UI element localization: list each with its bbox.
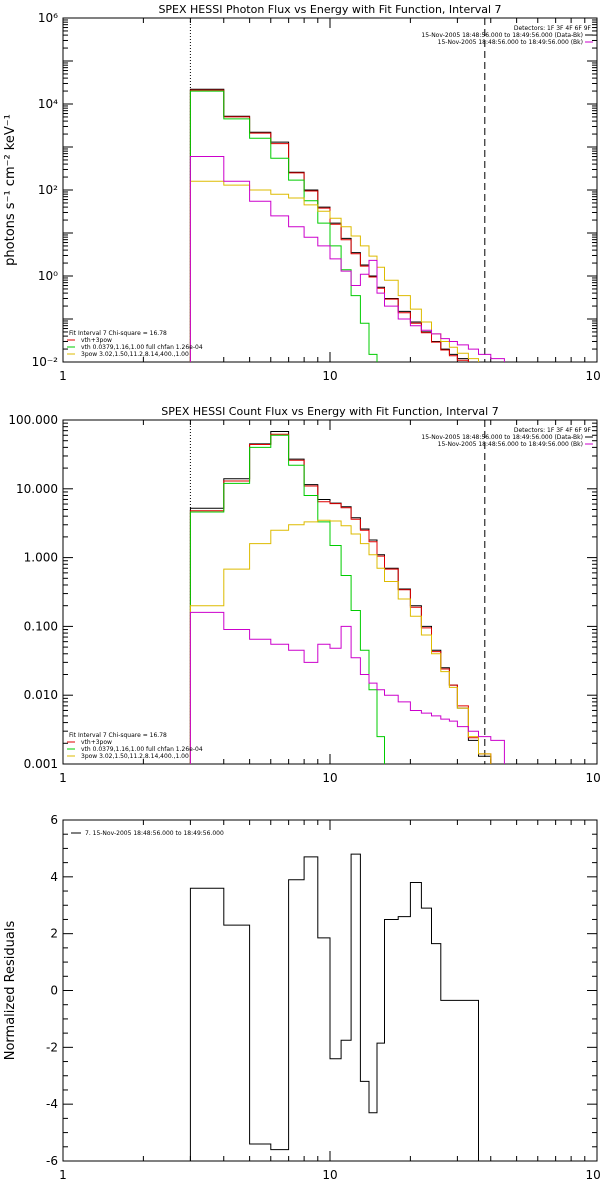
chart-panel-3: 1 10 100 -6 -4 -2 0 2 4 6 Normalized Residuals 7. 1…: [3, 813, 600, 1182]
legend-bottom-text: vth 0.0379,1.16,1.00 full chfan 1.26e-04: [81, 746, 203, 753]
x-axis: 1 10 100: [59, 820, 600, 1182]
x-tick-label: 1: [59, 369, 67, 383]
y-tick-label: 10⁻²: [32, 355, 59, 369]
legend-bottom-text: Fit Interval 7 Chi-square = 16.78: [69, 330, 167, 337]
x-tick-label: 10: [322, 369, 337, 383]
y-tick-label: 10⁶: [38, 11, 58, 25]
series-3pow-line: [189, 519, 492, 764]
x-tick-label: 1: [59, 1168, 67, 1182]
series-group: [189, 853, 479, 1161]
x-tick-label: 100: [586, 369, 600, 383]
y-tick-label: 0.100: [24, 619, 58, 633]
legend-bottom-text: vth 0.0379,1.16,1.00 full chfan 1.26e-04: [81, 344, 203, 351]
series-group: [189, 431, 505, 764]
series-vth-line: [189, 434, 385, 764]
plot-frame: [62, 17, 598, 363]
y-axis-label: Normalized Residuals: [3, 921, 18, 1061]
series-bk-line: [189, 156, 505, 362]
y-axis: 0.001 0.010 0.100 1.000 10.000 100.000: [8, 413, 597, 771]
series-group: [189, 88, 505, 362]
series-vth-line: [189, 90, 378, 362]
legend-residuals: 7. 15-Nov-2005 18:48:56.000 to 18:49:56.…: [71, 830, 224, 837]
legend-top-text: 15-Nov-2005 18:48:56.000 to 18:49:56.000…: [438, 441, 583, 448]
y-tick-label: 100.000: [8, 413, 58, 427]
y-tick-label: -2: [46, 1040, 58, 1054]
legend-bottom-text: vth+3pow: [81, 739, 112, 746]
legend-bottom-text: vth+3pow: [81, 337, 112, 344]
legend-top-text: 15-Nov-2005 18:48:56.000 to 18:49:56.000…: [421, 32, 583, 39]
series-bk-line: [189, 611, 505, 764]
y-axis: -6 -4 -2 0 2 4 6: [46, 813, 597, 1168]
y-tick-label: 0.001: [24, 757, 58, 771]
legend-top-text: 15-Nov-2005 18:48:56.000 to 18:49:56.000…: [438, 39, 583, 46]
y-tick-label: 10⁰: [38, 269, 58, 283]
chart-title: SPEX HESSI Photon Flux vs Energy with Fi…: [158, 3, 501, 16]
x-axis: 1 10 100: [59, 18, 600, 383]
chart-title: SPEX HESSI Count Flux vs Energy with Fit…: [161, 405, 498, 418]
legend-bottom-text: 3pow 3.02,1.50,11.2,8.14,400.,1.00: [81, 351, 189, 358]
series-vth-3pow-line: [189, 433, 492, 764]
x-tick-label: 1: [59, 771, 67, 785]
y-tick-label: -4: [46, 1097, 58, 1111]
series-data-bk-line: [189, 431, 492, 764]
y-tick-label: 0: [50, 984, 58, 998]
x-axis: 1 10 100: [59, 420, 600, 785]
y-tick-label: 4: [50, 870, 58, 884]
y-axis: 10⁻² 10⁰ 10² 10⁴ 10⁶: [32, 11, 597, 369]
y-tick-label: 10²: [38, 183, 58, 197]
legend-bottom: Fit Interval 7 Chi-square = 16.78vth+3po…: [67, 732, 203, 760]
y-tick-label: 10⁴: [38, 97, 58, 111]
chart-panel-2: SPEX HESSI Count Flux vs Energy with Fit…: [8, 405, 600, 785]
series-data-bk-line: [189, 88, 479, 362]
legend-top-text: Detectors: 1F 3F 4F 6F 9F: [514, 427, 592, 434]
series-vth-3pow-line: [189, 89, 469, 362]
chart-panel-1: SPEX HESSI Photon Flux vs Energy with Fi…: [3, 3, 600, 383]
y-tick-label: 0.010: [24, 688, 58, 702]
legend-bottom-text: Fit Interval 7 Chi-square = 16.78: [69, 732, 167, 739]
x-tick-label: 100: [586, 1168, 600, 1182]
x-tick-label: 10: [322, 771, 337, 785]
legend-residual-text: 7. 15-Nov-2005 18:48:56.000 to 18:49:56.…: [85, 830, 224, 837]
x-tick-label: 10: [322, 1168, 337, 1182]
legend-top-text: Detectors: 1F 3F 4F 6F 9F: [514, 25, 592, 32]
x-tick-label: 100: [586, 771, 600, 785]
series-3pow-line: [189, 180, 479, 362]
y-tick-label: 10.000: [16, 482, 58, 496]
y-tick-label: -6: [46, 1154, 58, 1168]
legend-bottom: Fit Interval 7 Chi-square = 16.78vth+3po…: [67, 330, 203, 358]
y-axis-label: photons s⁻¹ cm⁻² keV⁻¹: [3, 114, 18, 266]
y-tick-label: 2: [50, 927, 58, 941]
y-tick-label: 6: [50, 813, 58, 827]
plot-frame: [62, 419, 598, 765]
legend-bottom-text: 3pow 3.02,1.50,11.2,8.14,400.,1.00: [81, 753, 189, 760]
legend-top-text: 15-Nov-2005 18:48:56.000 to 18:49:56.000…: [421, 434, 583, 441]
y-tick-label: 1.000: [24, 551, 58, 565]
series-residuals-line: [189, 853, 479, 1161]
